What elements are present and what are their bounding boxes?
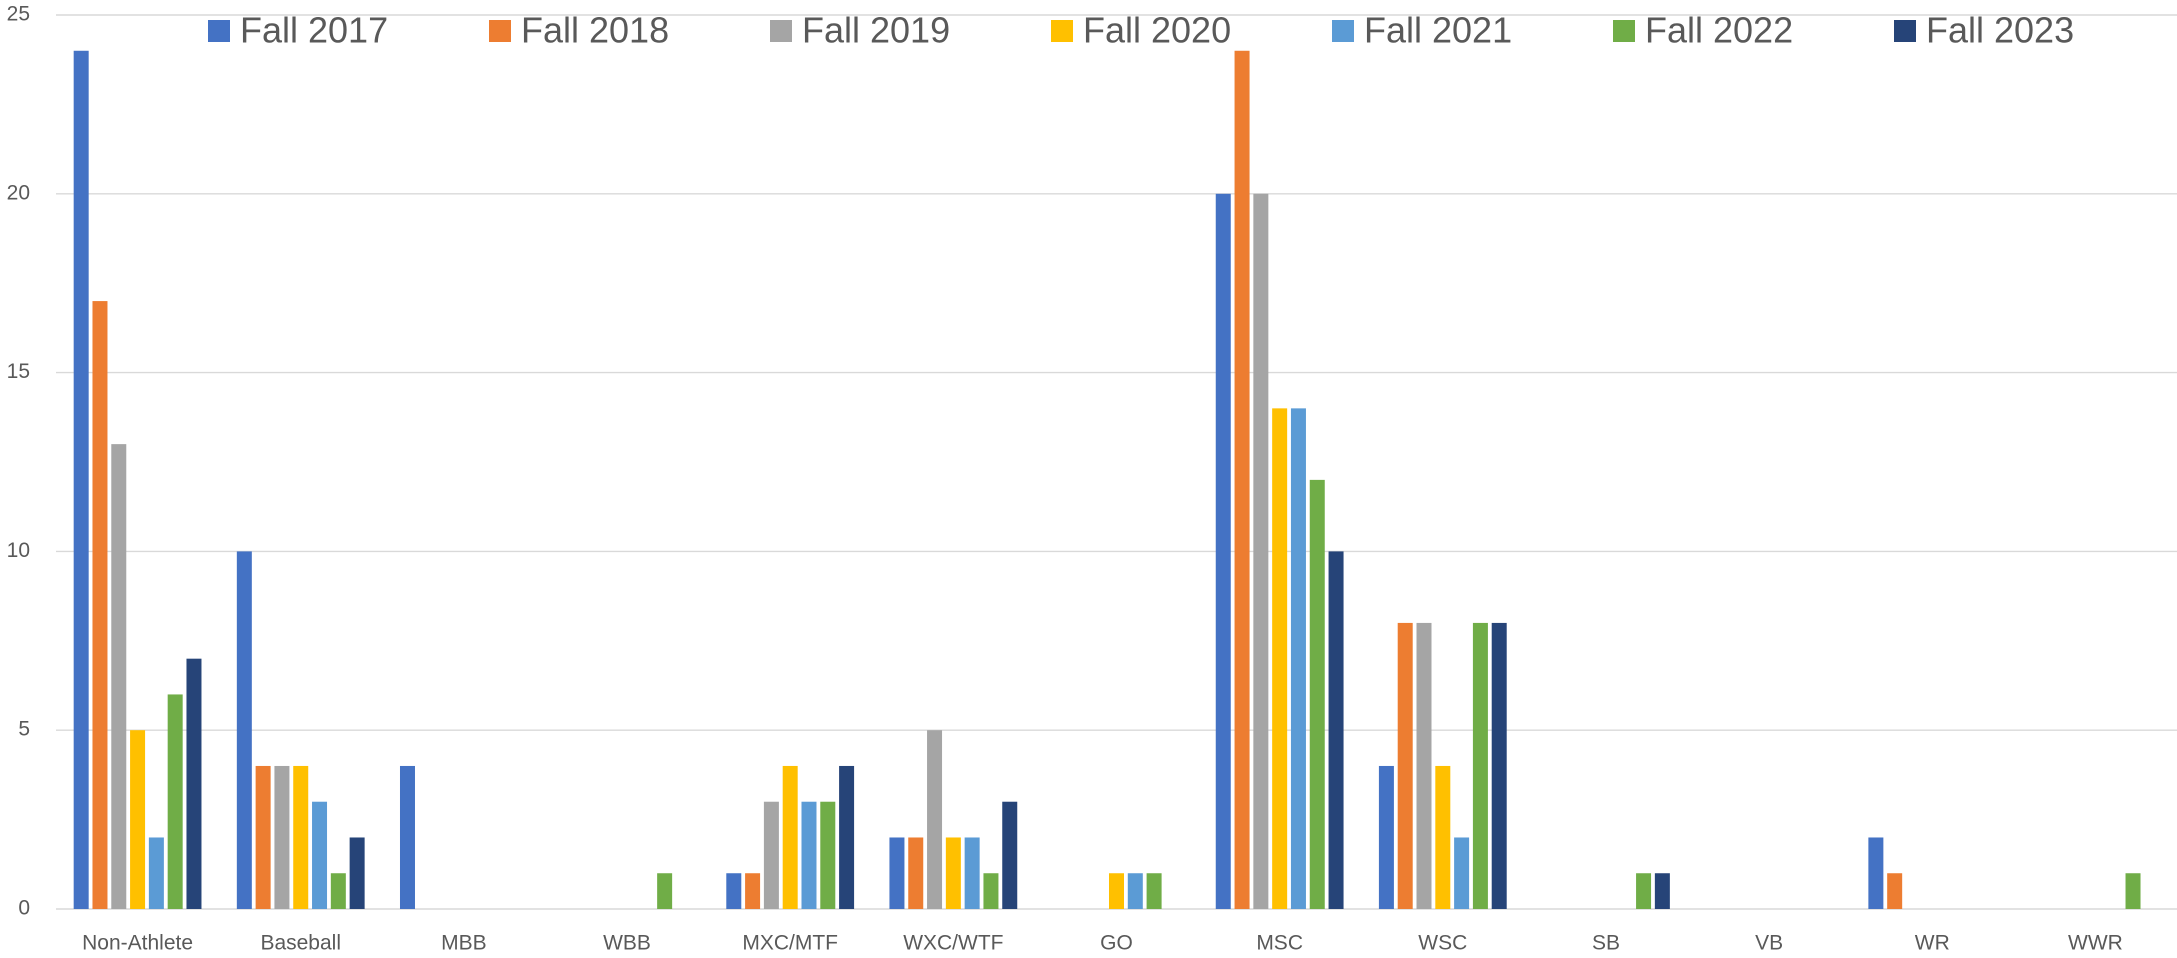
bar	[983, 873, 999, 909]
bar	[312, 801, 328, 909]
legend-swatch	[489, 20, 511, 42]
y-tick-label: 25	[7, 3, 30, 26]
bar	[167, 694, 183, 909]
bar	[745, 873, 761, 909]
bar	[1435, 765, 1451, 909]
x-tick-label: Baseball	[260, 932, 341, 955]
bar	[274, 765, 290, 909]
bar	[1146, 873, 1162, 909]
bar	[1234, 50, 1250, 909]
bar	[1272, 408, 1288, 909]
bar	[726, 873, 742, 909]
bar	[801, 801, 817, 909]
bar	[1290, 408, 1306, 909]
bar	[2125, 873, 2141, 909]
bar	[1309, 479, 1325, 909]
x-tick-label: MBB	[441, 932, 487, 955]
bar	[1328, 551, 1344, 909]
x-tick-label: WXC/WTF	[903, 932, 1003, 955]
bar	[92, 301, 108, 910]
legend-swatch	[1613, 20, 1635, 42]
legend-label: Fall 2017	[240, 10, 388, 51]
bar	[130, 730, 146, 909]
bar	[330, 873, 346, 909]
bar	[763, 801, 779, 909]
bar	[657, 873, 673, 909]
bar	[186, 658, 202, 909]
bar	[1109, 873, 1124, 909]
x-tick-label: WWR	[2068, 932, 2123, 955]
bar	[1887, 873, 1903, 909]
bar	[148, 837, 164, 909]
bar	[945, 837, 961, 909]
legend-swatch	[770, 20, 792, 42]
legend-swatch	[1332, 20, 1354, 42]
bar	[293, 765, 309, 909]
bar	[1416, 622, 1432, 909]
legend-label: Fall 2022	[1645, 10, 1793, 51]
bar	[1002, 801, 1018, 909]
legend-label: Fall 2021	[1364, 10, 1512, 51]
x-tick-label: MXC/MTF	[742, 932, 838, 955]
bar	[889, 837, 905, 909]
bar	[839, 765, 855, 909]
bar	[255, 765, 271, 909]
legend-label: Fall 2020	[1083, 10, 1231, 51]
bar	[964, 837, 980, 909]
bar	[1378, 765, 1394, 909]
bar	[1654, 873, 1670, 909]
x-tick-label: Non-Athlete	[82, 932, 193, 955]
bar	[399, 765, 415, 909]
y-tick-label: 5	[18, 718, 30, 741]
x-tick-label: GO	[1100, 932, 1133, 955]
bar	[236, 551, 252, 909]
x-tick-label: VB	[1755, 932, 1783, 955]
bar	[1868, 837, 1884, 909]
y-tick-label: 15	[7, 360, 30, 383]
bar	[1215, 193, 1231, 910]
y-tick-label: 10	[7, 539, 30, 562]
bar	[1127, 873, 1143, 909]
bar	[908, 837, 924, 909]
y-tick-label: 20	[7, 181, 30, 204]
x-tick-label: WBB	[603, 932, 651, 955]
bar	[111, 444, 127, 909]
bar	[820, 801, 836, 909]
bar	[1454, 837, 1470, 909]
legend-label: Fall 2019	[802, 10, 950, 51]
y-tick-label: 0	[18, 897, 30, 920]
bar	[782, 765, 798, 909]
legend-label: Fall 2023	[1926, 10, 2074, 51]
bar	[927, 730, 943, 909]
bar	[1397, 622, 1413, 909]
legend-swatch	[1894, 20, 1916, 42]
bar	[1253, 193, 1269, 910]
bar	[1491, 622, 1507, 909]
bar	[1636, 873, 1652, 909]
legend-swatch	[208, 20, 230, 42]
x-tick-label: WSC	[1418, 932, 1467, 955]
bar	[1472, 622, 1488, 909]
legend-label: Fall 2018	[521, 10, 669, 51]
x-tick-label: MSC	[1256, 932, 1303, 955]
x-tick-label: WR	[1915, 932, 1950, 955]
legend-swatch	[1051, 20, 1073, 42]
bar	[73, 50, 89, 909]
x-tick-label: SB	[1592, 932, 1620, 955]
bar	[349, 837, 365, 909]
